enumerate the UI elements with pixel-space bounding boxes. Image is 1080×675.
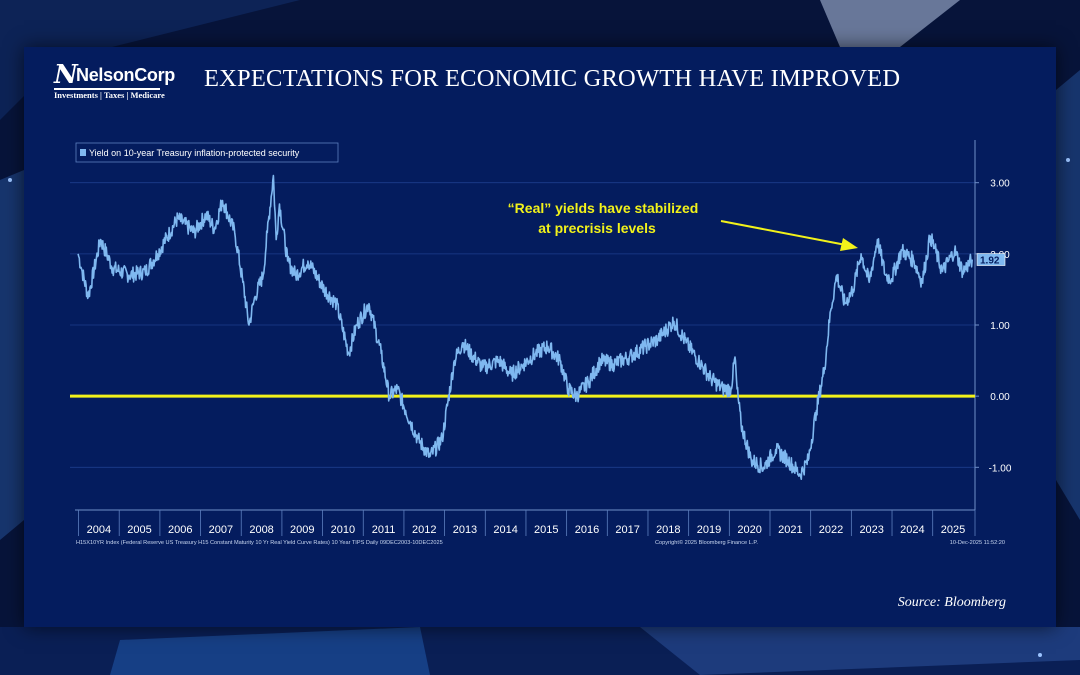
slide-title: EXPECTATIONS FOR ECONOMIC GROWTH HAVE IM… bbox=[204, 65, 901, 92]
x-tick-label: 2021 bbox=[778, 524, 802, 536]
annotation-line-1: “Real” yields have stabilized bbox=[508, 200, 699, 216]
x-tick-label: 2014 bbox=[493, 524, 517, 536]
x-axis-ticks: 2004 2005 2006 2007 2008 2009 2010 2011 2012 2013… bbox=[78, 510, 976, 536]
y-tick-label: 3.00 bbox=[990, 179, 1010, 190]
x-tick-label: 2016 bbox=[575, 524, 599, 536]
annotation-arrow-shaft bbox=[720, 220, 847, 246]
x-tick-label: 2015 bbox=[534, 524, 558, 536]
x-tick-label: 2011 bbox=[372, 524, 396, 536]
last-value-badge: 1.92 bbox=[976, 253, 1006, 267]
x-tick-label: 2025 bbox=[941, 524, 965, 536]
footer-index-description: H15X10YR Index (Federal Reserve US Treas… bbox=[76, 540, 443, 546]
annotation-arrow-head bbox=[840, 238, 858, 251]
chart-legend: Yield on 10-year Treasury inflation-prot… bbox=[75, 142, 339, 163]
x-tick-label: 2024 bbox=[900, 524, 924, 536]
x-tick-label: 2009 bbox=[290, 524, 314, 536]
last-value-badge-box bbox=[976, 253, 1006, 266]
footer-timestamp: 10-Dec-2025 11:52:20 bbox=[950, 540, 1005, 546]
legend-label: Yield on 10-year Treasury inflation-prot… bbox=[89, 148, 300, 158]
source-caption: Source: Bloomberg bbox=[897, 595, 1006, 610]
x-tick-label: 2007 bbox=[209, 524, 233, 536]
legend-swatch bbox=[80, 149, 86, 156]
x-tick-label: 2017 bbox=[615, 524, 639, 536]
logo-mark: N bbox=[54, 60, 78, 90]
x-tick-label: 2008 bbox=[249, 524, 273, 536]
annotation-line-2: at precrisis levels bbox=[538, 220, 656, 236]
x-tick-label: 2018 bbox=[656, 524, 680, 536]
logo-rule bbox=[54, 88, 160, 90]
y-tick-label: -1.00 bbox=[989, 463, 1012, 474]
x-tick-label: 2013 bbox=[453, 524, 477, 536]
annotation: “Real” yields have stabilized at precris… bbox=[508, 200, 858, 251]
x-tick-label: 2010 bbox=[331, 524, 355, 536]
nelsoncorp-logo: N NelsonCorp Investments | Taxes | Medic… bbox=[54, 60, 175, 100]
x-tick-label: 2005 bbox=[127, 524, 151, 536]
x-tick-label: 2006 bbox=[168, 524, 192, 536]
legend-box bbox=[75, 142, 339, 163]
footer-copyright: Copyright© 2025 Bloomberg Finance L.P. bbox=[655, 539, 758, 546]
x-tick-label: 2004 bbox=[87, 524, 111, 536]
logo-tagline: Investments | Taxes | Medicare bbox=[54, 90, 165, 100]
y-axis-ticks: -1.000.001.002.003.00 bbox=[975, 179, 1012, 474]
x-tick-label: 2023 bbox=[859, 524, 883, 536]
chart-gridlines bbox=[70, 182, 975, 468]
x-tick-label: 2022 bbox=[819, 524, 843, 536]
tips-yield-series-line bbox=[77, 174, 973, 481]
y-tick-label: 0.00 bbox=[990, 392, 1010, 403]
x-tick-label: 2020 bbox=[737, 524, 761, 536]
y-tick-label: 1.00 bbox=[990, 321, 1010, 332]
logo-name: NelsonCorp bbox=[76, 65, 176, 85]
x-tick-label: 2019 bbox=[697, 524, 721, 536]
last-value-label: 1.92 bbox=[980, 256, 1000, 267]
x-tick-label: 2012 bbox=[412, 524, 436, 536]
